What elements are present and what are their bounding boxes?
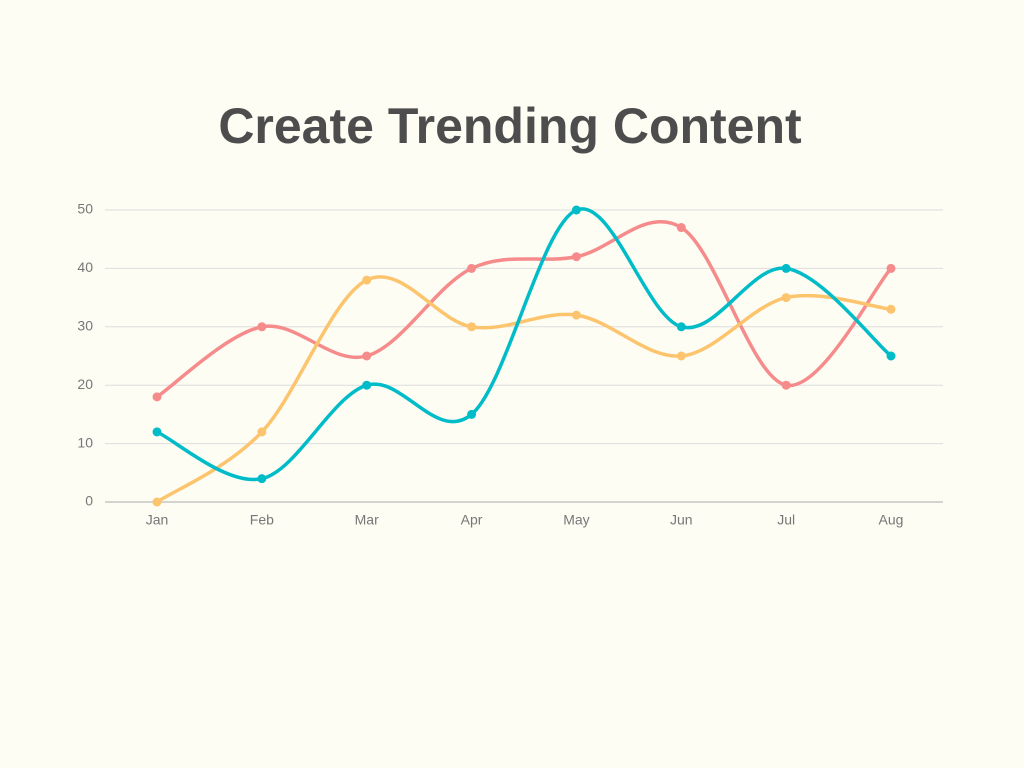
data-point [781, 293, 791, 303]
data-point [571, 310, 581, 320]
data-point [676, 322, 686, 332]
x-tick-label: Jun [670, 512, 693, 528]
data-point [152, 497, 162, 507]
x-tick-label: Feb [250, 512, 274, 528]
x-tick-label: May [563, 512, 589, 528]
data-point [781, 380, 791, 390]
data-point [886, 351, 896, 361]
data-point [676, 223, 686, 233]
x-tick-label: Aug [879, 512, 904, 528]
data-point [362, 380, 372, 390]
data-point [571, 205, 581, 215]
data-point [467, 322, 477, 332]
x-tick-label: Mar [355, 512, 379, 528]
data-point [257, 474, 267, 484]
data-point [362, 351, 372, 361]
x-tick-label: Jan [146, 512, 169, 528]
x-tick-label: Jul [777, 512, 795, 528]
y-tick-label: 0 [85, 493, 93, 509]
y-tick-label: 20 [77, 376, 93, 392]
y-tick-label: 40 [77, 259, 93, 275]
data-point [781, 263, 791, 273]
data-point [571, 252, 581, 262]
data-point [886, 304, 896, 314]
data-point [676, 351, 686, 361]
data-point [257, 322, 267, 332]
x-tick-label: Apr [461, 512, 483, 528]
data-point [886, 263, 896, 273]
series-line [155, 275, 893, 504]
data-point [362, 275, 372, 285]
data-point [467, 409, 477, 419]
y-tick-label: 50 [77, 201, 93, 217]
data-point [152, 427, 162, 437]
chart-title: Create Trending Content [218, 98, 802, 154]
y-tick-label: 30 [77, 318, 93, 334]
data-point [257, 427, 267, 437]
data-point [152, 392, 162, 402]
data-point [467, 263, 477, 273]
series-line [155, 207, 893, 482]
y-tick-label: 10 [77, 434, 93, 450]
